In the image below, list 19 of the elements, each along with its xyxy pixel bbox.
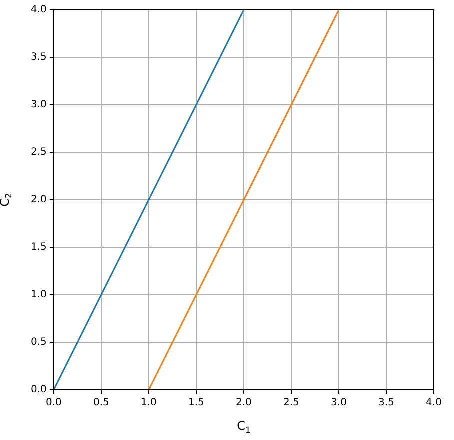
y-axis-title: C2 [0, 193, 14, 207]
x-tick-label: 3.5 [378, 398, 394, 409]
x-tick-label: 0.5 [93, 398, 110, 409]
x-tick-label: 4.0 [426, 398, 442, 409]
y-tick-label: 1.0 [30, 290, 47, 301]
x-tick-label: 2.5 [284, 398, 300, 409]
y-tick-label: 4.0 [30, 4, 47, 16]
y-tick-label: 0.5 [30, 337, 47, 348]
y-tick-label: 2.5 [30, 147, 47, 158]
y-tick-label: 1.5 [30, 242, 47, 254]
x-tick-label: 3.0 [331, 398, 347, 409]
y-tick-label: 3.5 [30, 52, 47, 64]
x-tick-label: 2.0 [236, 398, 252, 409]
x-tick-label: 1.5 [188, 398, 204, 409]
x-tick-label: 0.0 [46, 398, 62, 409]
y-tick-label: 2.0 [30, 194, 47, 206]
x-tick-label: 1.0 [140, 398, 157, 409]
y-tick-label: 0.0 [30, 384, 47, 396]
y-tick-label: 3.0 [30, 100, 47, 111]
